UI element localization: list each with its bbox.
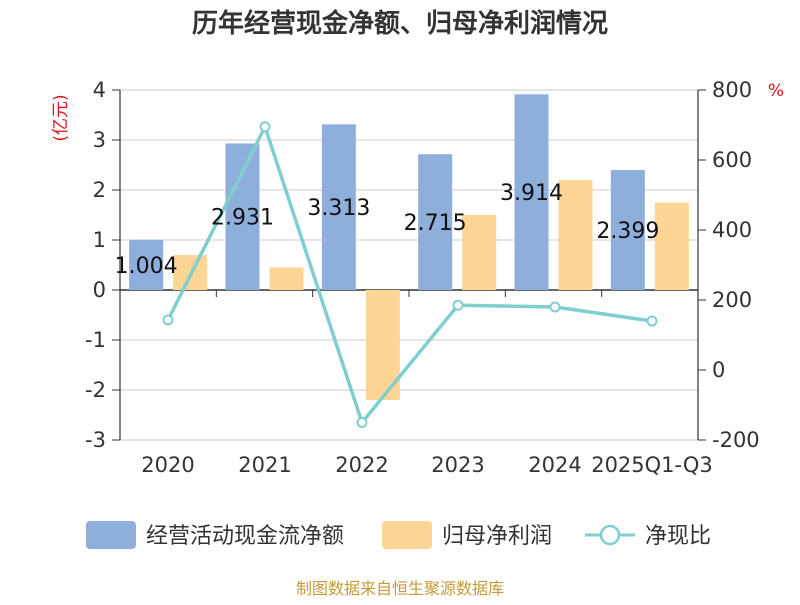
legend-item-net-profit: 归母净利润 xyxy=(382,521,552,549)
line-point xyxy=(452,299,464,311)
bar-operating-cash-flow xyxy=(129,239,164,290)
left-axis-unit: (亿元) xyxy=(51,94,71,141)
right-axis-tick-label: -200 xyxy=(712,428,760,452)
line-point xyxy=(162,314,174,326)
legend-label: 归母净利润 xyxy=(442,524,552,549)
bar-data-label: 2.715 xyxy=(404,211,467,236)
x-axis-category-label: 2020 xyxy=(141,453,194,477)
right-axis-tick-label: 200 xyxy=(712,288,752,312)
bar-net-profit xyxy=(462,215,497,290)
bar-data-label: 2.399 xyxy=(596,219,659,244)
bar-net-profit xyxy=(269,267,304,290)
left-axis-tick-label: -1 xyxy=(85,328,106,352)
legend-swatch xyxy=(382,521,432,549)
right-axis-tick-label: 600 xyxy=(712,148,752,172)
left-axis-tick-label: 1 xyxy=(93,228,106,252)
legend-label: 经营活动现金流净额 xyxy=(146,524,344,549)
x-axis-category-label: 2022 xyxy=(335,453,388,477)
bar-operating-cash-flow xyxy=(418,154,453,290)
bar-operating-cash-flow xyxy=(610,170,645,290)
bar-data-label: 1.004 xyxy=(115,254,178,279)
data-source-note: 制图数据来自恒生聚源数据库 xyxy=(296,579,504,598)
right-axis-tick-label: 0 xyxy=(712,358,725,382)
right-axis-tick-label: 800 xyxy=(712,78,752,102)
x-axis-category-label: 2023 xyxy=(431,453,484,477)
legend-item-operating-cash-flow: 经营活动现金流净额 xyxy=(86,521,344,549)
bar-net-profit xyxy=(654,202,689,290)
left-axis-tick-label: 2 xyxy=(93,178,106,202)
bar-operating-cash-flow xyxy=(514,94,549,290)
bar-operating-cash-flow xyxy=(321,124,356,290)
legend-item-net-cash-ratio: 净现比 xyxy=(585,524,711,549)
bar-data-label: 3.914 xyxy=(500,181,563,206)
left-axis-tick-label: -3 xyxy=(85,428,106,452)
bar-data-label: 3.313 xyxy=(307,196,370,221)
left-axis-tick-label: 3 xyxy=(93,128,106,152)
line-point xyxy=(356,417,368,428)
left-axis-tick-label: 4 xyxy=(93,78,106,102)
x-axis-category-label: 2024 xyxy=(528,453,581,477)
left-axis-tick-label: 0 xyxy=(93,278,106,302)
right-axis-unit: % xyxy=(768,81,784,101)
x-axis-category-label: 2025Q1-Q3 xyxy=(591,453,713,477)
line-point xyxy=(259,121,271,133)
legend-label: 净现比 xyxy=(645,524,711,549)
legend-swatch xyxy=(86,521,136,549)
line-point xyxy=(646,315,658,327)
chart-title: 历年经营现金净额、归母净利润情况 xyxy=(192,8,608,39)
bar-data-label: 2.931 xyxy=(211,206,274,231)
x-axis-category-label: 2021 xyxy=(238,453,291,477)
bar-net-profit xyxy=(558,180,593,290)
legend-marker xyxy=(599,524,621,546)
right-axis-tick-label: 400 xyxy=(712,218,752,242)
left-axis-tick-label: -2 xyxy=(85,378,106,402)
line-point xyxy=(549,301,561,313)
line-net-cash-ratio xyxy=(166,125,653,425)
